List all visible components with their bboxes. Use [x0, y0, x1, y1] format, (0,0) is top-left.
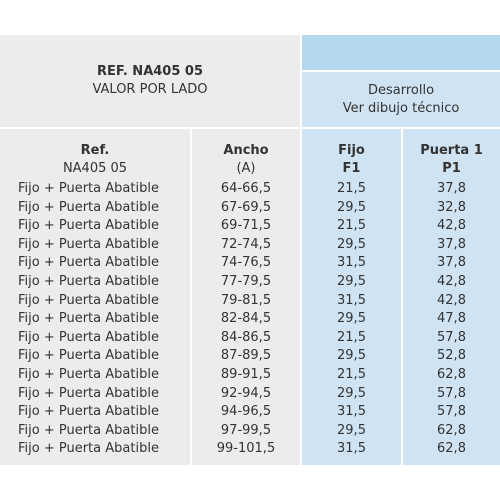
row-ref-cell: Fijo + Puerta Abatible — [18, 422, 159, 438]
row-puerta-cell: 37,8 — [437, 255, 466, 271]
row-puerta-cell: 52,8 — [437, 348, 466, 364]
puerta-column-bg — [403, 129, 500, 465]
puerta-column-header: Puerta 1 P1 — [403, 141, 500, 179]
ref-column-header: Ref. NA405 05 — [0, 141, 190, 179]
row-puerta-cell: 57,8 — [437, 385, 466, 401]
row-puerta-cell: 57,8 — [437, 404, 466, 420]
row-ancho-cell: 84-86,5 — [220, 329, 272, 345]
desarrollo-label: Desarrollo — [367, 82, 435, 98]
row-fijo-cell: 21,5 — [337, 366, 366, 382]
ref-title-block: REF. NA405 05 VALOR POR LADO — [0, 35, 300, 127]
row-puerta-cell: 57,8 — [437, 329, 466, 345]
row-ancho-cell: 92-94,5 — [220, 385, 272, 401]
row-fijo-cell: 29,5 — [337, 385, 366, 401]
fijo-header-line1: Fijo — [338, 143, 365, 158]
row-ancho-cell: 79-81,5 — [220, 292, 272, 308]
row-puerta-cell: 42,8 — [437, 292, 466, 308]
row-ref-cell: Fijo + Puerta Abatible — [18, 311, 159, 327]
desarrollo-block: Desarrollo Ver dibujo técnico — [302, 72, 500, 127]
row-fijo-cell: 29,5 — [337, 236, 366, 252]
row-puerta-cell: 32,8 — [437, 199, 466, 215]
row-fijo-cell: 31,5 — [337, 292, 366, 308]
row-ancho-cell: 82-84,5 — [220, 311, 272, 327]
row-puerta-cell: 47,8 — [437, 311, 466, 327]
row-ref-cell: Fijo + Puerta Abatible — [18, 348, 159, 364]
ref-column-values: Fijo + Puerta Abatible Fijo + Puerta Abat… — [18, 180, 190, 459]
row-fijo-cell: 29,5 — [337, 311, 366, 327]
row-ancho-cell: 74-76,5 — [220, 255, 272, 271]
row-ref-cell: Fijo + Puerta Abatible — [18, 181, 159, 196]
ref-header-line1: Ref. — [80, 143, 110, 158]
row-puerta-cell: 42,8 — [437, 273, 466, 289]
row-fijo-cell: 29,5 — [337, 422, 366, 438]
valor-por-lado: VALOR POR LADO — [92, 82, 208, 97]
row-ref-cell: Fijo + Puerta Abatible — [18, 366, 159, 382]
top-blue-strip — [302, 35, 500, 70]
row-fijo-cell: 31,5 — [337, 441, 366, 457]
row-ancho-cell: 97-99,5 — [220, 422, 272, 438]
row-ancho-cell: 69-71,5 — [220, 218, 272, 234]
ref-column-bg — [0, 129, 190, 465]
row-fijo-cell: 31,5 — [337, 255, 366, 271]
row-fijo-cell: 29,5 — [337, 273, 366, 289]
row-puerta-cell: 37,8 — [437, 181, 466, 196]
row-ancho-cell: 67-69,5 — [220, 199, 272, 215]
row-puerta-cell: 62,8 — [437, 366, 466, 382]
fijo-column-bg — [302, 129, 401, 465]
ver-dibujo-label: Ver dibujo técnico — [342, 100, 460, 116]
row-fijo-cell: 29,5 — [337, 348, 366, 364]
row-ref-cell: Fijo + Puerta Abatible — [18, 404, 159, 420]
row-fijo-cell: 21,5 — [337, 181, 366, 196]
row-ref-cell: Fijo + Puerta Abatible — [18, 329, 159, 345]
row-ref-cell: Fijo + Puerta Abatible — [18, 273, 159, 289]
row-fijo-cell: 21,5 — [337, 329, 366, 345]
ancho-header-line2: (A) — [236, 161, 256, 176]
row-ancho-cell: 94-96,5 — [220, 404, 272, 420]
row-ref-cell: Fijo + Puerta Abatible — [18, 385, 159, 401]
fijo-header-line2: F1 — [342, 161, 361, 176]
row-ref-cell: Fijo + Puerta Abatible — [18, 292, 159, 308]
row-fijo-cell: 31,5 — [337, 404, 366, 420]
ref-title: REF. NA405 05 — [96, 64, 204, 79]
row-puerta-cell: 37,8 — [437, 236, 466, 252]
row-ref-cell: Fijo + Puerta Abatible — [18, 199, 159, 215]
row-ancho-cell: 72-74,5 — [220, 236, 272, 252]
row-ref-cell: Fijo + Puerta Abatible — [18, 255, 159, 271]
row-fijo-cell: 29,5 — [337, 199, 366, 215]
ancho-column-values: 64-66,5 67-69,5 69-71,5 72-74,5 74-76,5 77-79… — [192, 180, 300, 459]
row-ref-cell: Fijo + Puerta Abatible — [18, 236, 159, 252]
ancho-header-line1: Ancho — [223, 143, 269, 158]
puerta-header-line2: P1 — [442, 161, 461, 176]
row-puerta-cell: 62,8 — [437, 441, 466, 457]
puerta-column-values: 37,8 32,8 42,8 37,8 37,8 42,8 42,8 47,8 57,8 52,8… — [403, 180, 500, 459]
row-ancho-cell: 87-89,5 — [220, 348, 272, 364]
row-puerta-cell: 62,8 — [437, 422, 466, 438]
row-ancho-cell: 77-79,5 — [220, 273, 272, 289]
fijo-column-header: Fijo F1 — [302, 141, 401, 179]
row-ref-cell: Fijo + Puerta Abatible — [18, 441, 159, 457]
ancho-column-bg — [192, 129, 300, 465]
row-puerta-cell: 42,8 — [437, 218, 466, 234]
row-ref-cell: Fijo + Puerta Abatible — [18, 218, 159, 234]
row-ancho-cell: 99-101,5 — [216, 441, 276, 457]
puerta-header-line1: Puerta 1 — [420, 143, 483, 158]
ref-header-line2: NA405 05 — [62, 161, 128, 176]
row-ancho-cell: 64-66,5 — [220, 181, 272, 196]
row-ancho-cell: 89-91,5 — [220, 366, 272, 382]
fijo-column-values: 21,5 29,5 21,5 29,5 31,5 29,5 31,5 29,5 21,5 29,5… — [302, 180, 401, 459]
ancho-column-header: Ancho (A) — [192, 141, 300, 179]
row-fijo-cell: 21,5 — [337, 218, 366, 234]
